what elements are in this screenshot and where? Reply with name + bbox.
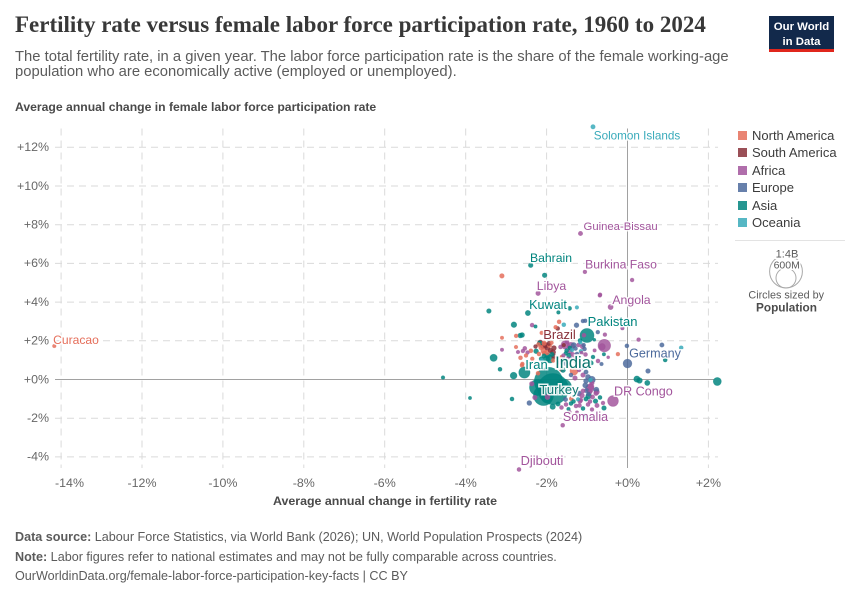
- svg-text:-8%: -8%: [293, 476, 315, 490]
- svg-text:+12%: +12%: [17, 140, 49, 154]
- svg-text:Germany: Germany: [629, 347, 681, 361]
- svg-text:+2%: +2%: [696, 476, 721, 490]
- svg-text:Iran: Iran: [525, 357, 547, 372]
- svg-text:-2%: -2%: [536, 476, 558, 490]
- svg-text:Angola: Angola: [612, 293, 650, 307]
- svg-text:Solomon Islands: Solomon Islands: [594, 130, 681, 143]
- svg-text:+0%: +0%: [24, 372, 49, 386]
- svg-text:+0%: +0%: [615, 476, 640, 490]
- svg-text:Bahrain: Bahrain: [530, 251, 572, 265]
- svg-text:Djibouti: Djibouti: [521, 453, 564, 468]
- svg-text:Kuwait: Kuwait: [529, 298, 567, 312]
- svg-text:India: India: [555, 354, 592, 372]
- svg-text:+6%: +6%: [24, 256, 49, 270]
- svg-text:-10%: -10%: [208, 476, 237, 490]
- svg-text:+8%: +8%: [24, 218, 49, 232]
- svg-text:DR Congo: DR Congo: [614, 385, 673, 399]
- svg-text:Turkey: Turkey: [539, 382, 579, 397]
- svg-text:Guinea-Bissau: Guinea-Bissau: [584, 221, 658, 233]
- svg-text:Somalia: Somalia: [563, 410, 608, 424]
- svg-text:Burkina Faso: Burkina Faso: [585, 258, 657, 272]
- svg-text:-4%: -4%: [455, 476, 477, 490]
- svg-text:Average annual change in ferti: Average annual change in fertility rate: [273, 494, 497, 508]
- svg-text:-2%: -2%: [27, 411, 49, 425]
- svg-text:-14%: -14%: [55, 476, 84, 490]
- svg-text:-4%: -4%: [27, 450, 49, 464]
- svg-text:+4%: +4%: [24, 295, 49, 309]
- svg-text:Population: Population: [756, 301, 817, 315]
- svg-text:Circles sized by: Circles sized by: [748, 290, 824, 302]
- svg-text:-12%: -12%: [128, 476, 157, 490]
- svg-text:Curacao: Curacao: [53, 333, 99, 347]
- svg-text:+10%: +10%: [17, 179, 49, 193]
- svg-text:1:4B: 1:4B: [776, 248, 799, 260]
- svg-text:Pakistan: Pakistan: [588, 314, 638, 329]
- svg-text:Libya: Libya: [537, 279, 567, 293]
- svg-text:Brazil: Brazil: [543, 327, 576, 342]
- svg-text:-6%: -6%: [374, 476, 396, 490]
- svg-text:+2%: +2%: [24, 334, 49, 348]
- svg-text:600M: 600M: [774, 260, 800, 272]
